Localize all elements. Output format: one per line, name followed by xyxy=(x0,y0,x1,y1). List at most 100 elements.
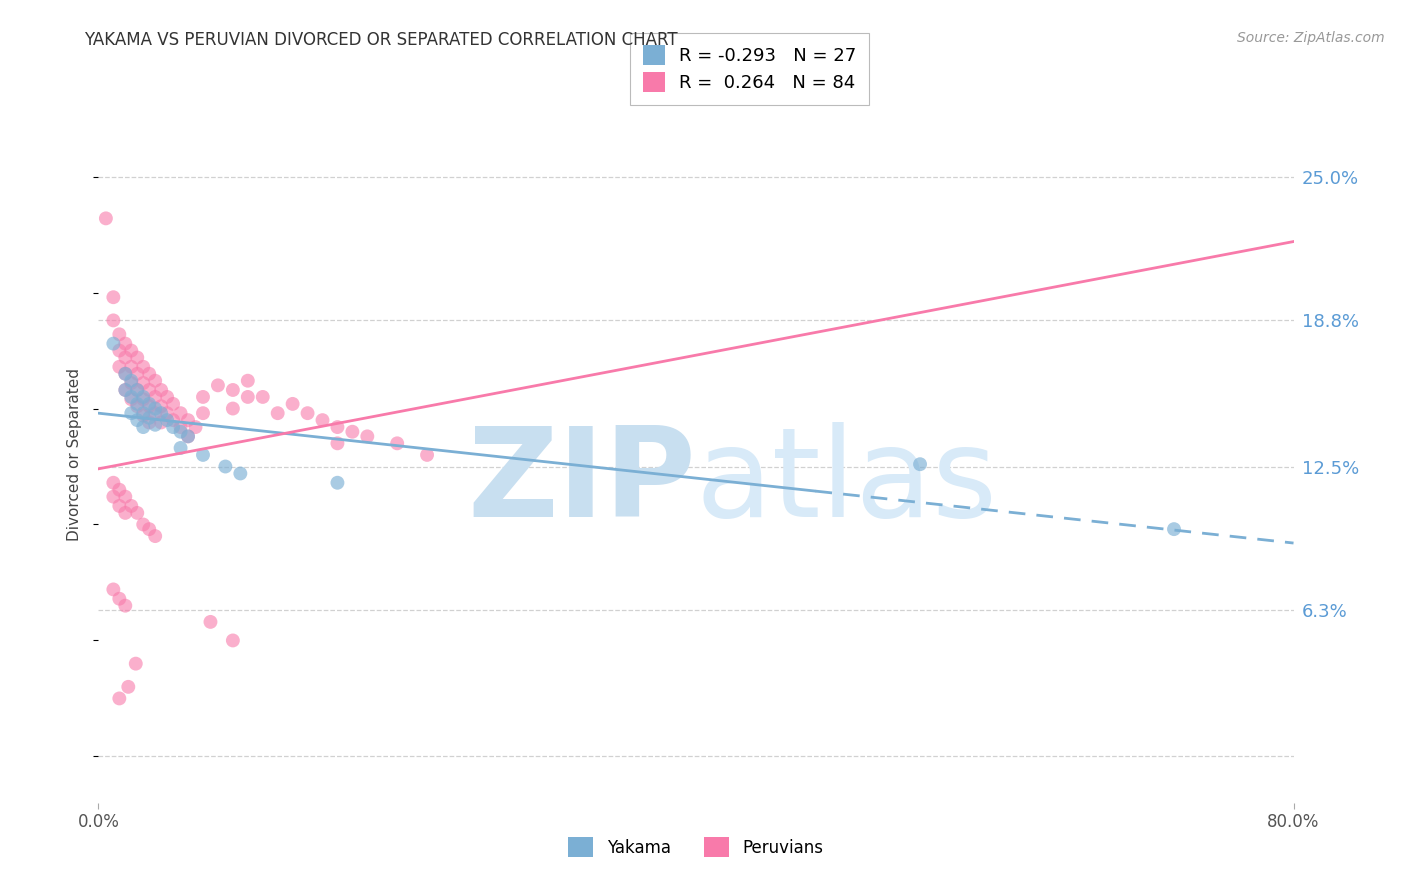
Point xyxy=(156,406,179,420)
Point xyxy=(191,406,214,420)
Point xyxy=(169,441,191,455)
Point xyxy=(114,367,136,381)
Point xyxy=(108,343,131,358)
Point xyxy=(108,499,131,513)
Point xyxy=(114,351,136,365)
Point xyxy=(1253,77,1275,91)
Point xyxy=(207,378,229,392)
Point xyxy=(103,336,125,351)
Point xyxy=(281,397,304,411)
Point xyxy=(191,448,214,462)
Point xyxy=(127,397,149,411)
Point xyxy=(120,499,142,513)
Point xyxy=(132,359,155,374)
Point xyxy=(162,397,184,411)
Point xyxy=(169,406,191,420)
Point xyxy=(156,413,179,427)
Point xyxy=(120,406,142,420)
Point xyxy=(127,506,149,520)
Point xyxy=(103,313,125,327)
Point xyxy=(311,413,333,427)
Point xyxy=(120,359,142,374)
Point xyxy=(138,410,160,425)
Point xyxy=(114,506,136,520)
Point xyxy=(236,390,259,404)
Point xyxy=(229,467,252,481)
Point xyxy=(120,390,142,404)
Point xyxy=(127,367,149,381)
Point xyxy=(138,383,160,397)
Point xyxy=(222,383,245,397)
Point xyxy=(132,517,155,532)
Point xyxy=(138,522,160,536)
Point xyxy=(143,529,166,543)
Point xyxy=(132,392,155,407)
Point xyxy=(132,406,155,420)
Text: atlas: atlas xyxy=(696,422,998,543)
Point xyxy=(127,383,149,397)
Point xyxy=(127,413,149,427)
Point xyxy=(114,599,136,613)
Point xyxy=(114,490,136,504)
Point xyxy=(214,459,236,474)
Point xyxy=(138,367,160,381)
Point xyxy=(267,406,290,420)
Point xyxy=(177,429,200,443)
Point xyxy=(150,416,173,430)
Text: YAKAMA VS PERUVIAN DIVORCED OR SEPARATED CORRELATION CHART: YAKAMA VS PERUVIAN DIVORCED OR SEPARATED… xyxy=(84,31,678,49)
Text: Source: ZipAtlas.com: Source: ZipAtlas.com xyxy=(1237,31,1385,45)
Point xyxy=(143,406,166,420)
Point xyxy=(114,367,136,381)
Point xyxy=(132,409,155,423)
Point xyxy=(416,448,439,462)
Point xyxy=(143,374,166,388)
Point xyxy=(114,383,136,397)
Point xyxy=(177,429,200,443)
Point xyxy=(177,413,200,427)
Point xyxy=(127,399,149,413)
Point xyxy=(138,399,160,413)
Point xyxy=(908,457,931,471)
Point xyxy=(132,376,155,390)
Point xyxy=(342,425,364,439)
Point xyxy=(127,383,149,397)
Point xyxy=(143,390,166,404)
Y-axis label: Divorced or Separated: Divorced or Separated xyxy=(67,368,83,541)
Point xyxy=(356,429,378,443)
Point xyxy=(150,406,173,420)
Point xyxy=(120,376,142,390)
Point xyxy=(114,336,136,351)
Point xyxy=(103,475,125,490)
Point xyxy=(120,343,142,358)
Point xyxy=(162,420,184,434)
Point xyxy=(120,374,142,388)
Point xyxy=(108,591,131,606)
Text: ZIP: ZIP xyxy=(467,422,696,543)
Point xyxy=(143,401,166,416)
Point xyxy=(1163,522,1185,536)
Point xyxy=(108,327,131,342)
Point xyxy=(132,420,155,434)
Point xyxy=(114,383,136,397)
Point xyxy=(326,420,349,434)
Point xyxy=(252,390,274,404)
Point xyxy=(150,399,173,413)
Point xyxy=(236,374,259,388)
Point xyxy=(138,416,160,430)
Point xyxy=(125,657,148,671)
Point xyxy=(143,417,166,432)
Point xyxy=(297,406,319,420)
Point xyxy=(184,420,207,434)
Point xyxy=(326,436,349,450)
Point xyxy=(120,392,142,407)
Point xyxy=(103,582,125,597)
Point xyxy=(108,691,131,706)
Point xyxy=(169,420,191,434)
Point xyxy=(150,383,173,397)
Point xyxy=(94,211,117,226)
Point xyxy=(156,390,179,404)
Point xyxy=(117,680,139,694)
Point xyxy=(162,413,184,427)
Point xyxy=(132,390,155,404)
Legend: Yakama, Peruvians: Yakama, Peruvians xyxy=(562,830,830,864)
